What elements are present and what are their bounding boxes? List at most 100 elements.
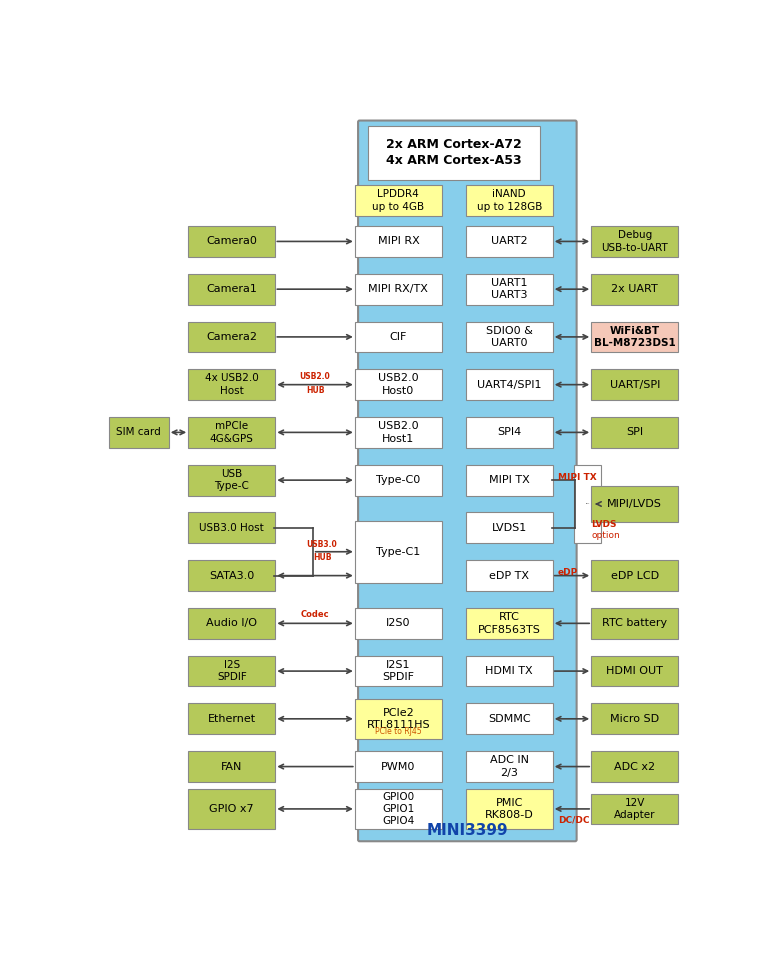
- FancyBboxPatch shape: [591, 793, 678, 824]
- FancyBboxPatch shape: [591, 608, 678, 639]
- FancyBboxPatch shape: [355, 521, 441, 582]
- Text: HUB: HUB: [306, 386, 325, 395]
- Text: I2S
SPDIF: I2S SPDIF: [217, 660, 247, 682]
- Text: UART/SPI: UART/SPI: [610, 380, 660, 389]
- FancyBboxPatch shape: [188, 560, 275, 591]
- Text: SIM card: SIM card: [116, 427, 161, 438]
- Text: eDP LCD: eDP LCD: [611, 571, 659, 581]
- FancyBboxPatch shape: [355, 369, 441, 400]
- FancyBboxPatch shape: [591, 752, 678, 781]
- FancyBboxPatch shape: [466, 465, 553, 496]
- FancyBboxPatch shape: [591, 703, 678, 734]
- Text: MIPI RX: MIPI RX: [378, 237, 419, 246]
- Text: Audio I/O: Audio I/O: [206, 618, 258, 628]
- FancyBboxPatch shape: [355, 417, 441, 448]
- FancyBboxPatch shape: [466, 789, 553, 829]
- FancyBboxPatch shape: [188, 608, 275, 639]
- FancyBboxPatch shape: [188, 789, 275, 829]
- FancyBboxPatch shape: [355, 273, 441, 304]
- FancyBboxPatch shape: [355, 698, 441, 739]
- FancyBboxPatch shape: [591, 369, 678, 400]
- Text: GPIO x7: GPIO x7: [209, 804, 254, 814]
- Text: PMIC
RK808-D: PMIC RK808-D: [484, 798, 534, 820]
- Text: UART4/SPI1: UART4/SPI1: [477, 380, 541, 389]
- Text: Codec: Codec: [301, 610, 329, 618]
- FancyBboxPatch shape: [466, 185, 553, 216]
- Text: ADC x2: ADC x2: [614, 761, 655, 772]
- FancyBboxPatch shape: [355, 789, 441, 829]
- FancyBboxPatch shape: [466, 703, 553, 734]
- Text: LPDDR4
up to 4GB: LPDDR4 up to 4GB: [372, 189, 424, 212]
- Text: Debug
USB-to-UART: Debug USB-to-UART: [601, 230, 668, 253]
- Text: USB2.0
Host0: USB2.0 Host0: [378, 374, 418, 396]
- Text: Camera2: Camera2: [206, 332, 258, 342]
- Text: I2S1
SPDIF: I2S1 SPDIF: [382, 660, 414, 682]
- Text: UART2: UART2: [491, 237, 528, 246]
- Text: 2x ARM Cortex-A72
4x ARM Cortex-A53: 2x ARM Cortex-A72 4x ARM Cortex-A53: [386, 138, 521, 167]
- Text: option: option: [591, 531, 620, 540]
- Text: HDMI TX: HDMI TX: [485, 667, 533, 676]
- FancyBboxPatch shape: [188, 417, 275, 448]
- FancyBboxPatch shape: [355, 608, 441, 639]
- Text: #ffffff: #ffffff: [585, 503, 590, 504]
- Text: LVDS: LVDS: [591, 521, 617, 529]
- FancyBboxPatch shape: [368, 126, 540, 180]
- FancyBboxPatch shape: [355, 656, 441, 687]
- FancyBboxPatch shape: [355, 185, 441, 216]
- Text: RTC battery: RTC battery: [602, 618, 667, 628]
- FancyBboxPatch shape: [466, 656, 553, 687]
- Text: USB2.0
Host1: USB2.0 Host1: [378, 421, 418, 443]
- Text: SATA3.0: SATA3.0: [209, 571, 255, 581]
- FancyBboxPatch shape: [355, 465, 441, 496]
- Text: 2x UART: 2x UART: [611, 284, 658, 295]
- FancyBboxPatch shape: [188, 273, 275, 304]
- Text: Ethernet: Ethernet: [208, 714, 256, 724]
- Text: SDMMC: SDMMC: [488, 714, 531, 724]
- Text: USB3.0: USB3.0: [307, 540, 338, 549]
- FancyBboxPatch shape: [466, 608, 553, 639]
- Text: PCIe2
RTL8111HS: PCIe2 RTL8111HS: [367, 708, 430, 730]
- FancyBboxPatch shape: [591, 486, 678, 522]
- FancyBboxPatch shape: [466, 322, 553, 353]
- Text: UART1
UART3: UART1 UART3: [491, 278, 528, 300]
- FancyBboxPatch shape: [466, 752, 553, 781]
- FancyBboxPatch shape: [188, 703, 275, 734]
- FancyBboxPatch shape: [591, 417, 678, 448]
- FancyBboxPatch shape: [355, 752, 441, 781]
- Text: LVDS1: LVDS1: [491, 523, 527, 533]
- FancyBboxPatch shape: [188, 465, 275, 496]
- FancyBboxPatch shape: [355, 322, 441, 353]
- FancyBboxPatch shape: [466, 513, 553, 543]
- FancyBboxPatch shape: [466, 560, 553, 591]
- FancyBboxPatch shape: [466, 273, 553, 304]
- FancyBboxPatch shape: [188, 752, 275, 781]
- FancyBboxPatch shape: [188, 369, 275, 400]
- Text: PWM0: PWM0: [381, 761, 415, 772]
- Text: Type-C0: Type-C0: [376, 475, 421, 485]
- FancyBboxPatch shape: [188, 656, 275, 687]
- Text: eDP TX: eDP TX: [489, 571, 529, 581]
- Text: iNAND
up to 128GB: iNAND up to 128GB: [477, 189, 542, 212]
- Text: Camera1: Camera1: [206, 284, 257, 295]
- Text: I2S0: I2S0: [386, 618, 411, 628]
- FancyBboxPatch shape: [358, 121, 577, 841]
- FancyBboxPatch shape: [591, 322, 678, 353]
- Text: SPI: SPI: [626, 427, 644, 438]
- Text: ADC IN
2/3: ADC IN 2/3: [490, 755, 529, 778]
- Text: MIPI TX: MIPI TX: [489, 475, 530, 485]
- FancyBboxPatch shape: [591, 273, 678, 304]
- FancyBboxPatch shape: [574, 465, 601, 543]
- Text: CIF: CIF: [390, 332, 407, 342]
- FancyBboxPatch shape: [466, 369, 553, 400]
- Text: SPI4: SPI4: [497, 427, 521, 438]
- Text: DC/DC: DC/DC: [558, 815, 590, 824]
- Text: HUB: HUB: [313, 554, 331, 562]
- FancyBboxPatch shape: [591, 560, 678, 591]
- Text: FAN: FAN: [221, 761, 242, 772]
- FancyBboxPatch shape: [188, 226, 275, 257]
- Text: Type-C1: Type-C1: [376, 547, 421, 556]
- Text: Micro SD: Micro SD: [610, 714, 659, 724]
- Text: eDP: eDP: [558, 568, 578, 577]
- FancyBboxPatch shape: [466, 417, 553, 448]
- Text: WiFi&BT
BL-M8723DS1: WiFi&BT BL-M8723DS1: [594, 326, 676, 348]
